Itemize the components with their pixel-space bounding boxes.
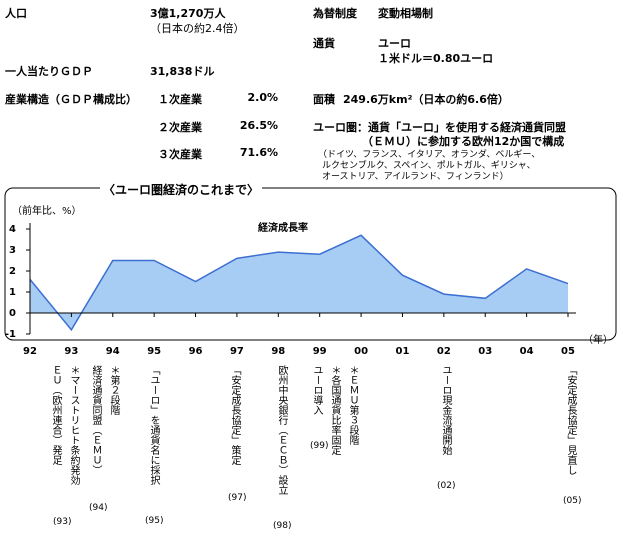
x-tick-label: 98 — [271, 346, 285, 357]
area — [30, 235, 568, 330]
line — [29, 234, 569, 332]
x-tick-label: 01 — [396, 346, 410, 357]
industry-name: ２次産業 — [158, 121, 202, 134]
x-tick-label: 94 — [106, 346, 120, 357]
y-tick-label: 1 — [9, 287, 16, 298]
annotation-text: 「ユーロ」を通貨名に採択 — [148, 365, 159, 485]
y-tick-label: 4 — [9, 224, 16, 235]
annotation-year: (05) — [563, 496, 582, 506]
x-tick-label: 93 — [64, 346, 78, 357]
members: ルクセンブルク、スペイン、ポルトガル、ギリシャ、 — [322, 161, 536, 171]
value: 変動相場制 — [378, 7, 433, 20]
annotation-year: (99) — [310, 441, 329, 451]
label: 為替制度 — [313, 7, 357, 20]
value: 31,838ドル — [150, 65, 215, 78]
text: ユーロ圏：通貨「ユーロ」を使用する経済通貨同盟 — [313, 121, 566, 134]
annotation-text: 経済通貨同盟（ＥＭＵ） — [90, 365, 101, 475]
x-tick-label: 02 — [437, 346, 451, 357]
annotation-year: (94) — [89, 503, 108, 513]
section-title: 〈ユーロ圏経済のこれまで〉 — [100, 181, 263, 198]
x-tick-label: 97 — [230, 346, 244, 357]
annotation-year: (97) — [228, 493, 247, 503]
value: 3億1,270万人 — [150, 7, 226, 20]
annotation-text: ＊第２段階 — [108, 365, 119, 415]
annotation-text: 「安定成長協定」策定 — [229, 365, 240, 465]
annotation-text: ユーロ導入 — [311, 365, 322, 415]
label: 人口 — [5, 7, 27, 20]
y-tick-label: -1 — [5, 329, 16, 340]
industry-name: ３次産業 — [158, 148, 202, 161]
members: オーストリア、アイルランド、フィンランド） — [322, 172, 509, 182]
value: 249.6万km²（日本の約6.6倍） — [343, 93, 509, 106]
industry-name: １次産業 — [158, 93, 202, 106]
label: 一人当たりＧＤＰ — [5, 65, 93, 78]
annotation-year: (95) — [145, 516, 164, 526]
value: ユーロ — [378, 37, 411, 50]
chart-title: 経済成長率 — [258, 221, 308, 234]
x-tick-label: 00 — [354, 346, 368, 357]
annotation-text: ＊各国通貨比率固定 — [329, 365, 340, 455]
industry-share: 2.0% — [247, 91, 278, 104]
x-axis-label: （年） — [583, 333, 613, 346]
annotation-text: ＊マーストリヒト条約発効 — [68, 365, 79, 485]
annotation-year: (93) — [53, 517, 72, 527]
y-tick-label: 3 — [9, 245, 16, 256]
note: （日本の約2.4倍） — [150, 22, 245, 35]
x-tick-label: 05 — [561, 346, 575, 357]
members: （ドイツ、フランス、イタリア、オランダ、ベルギー、 — [318, 150, 541, 160]
note: １米ドル＝0.80ユーロ — [378, 52, 494, 65]
y-axis-label: （前年比、%） — [12, 204, 82, 217]
chart-frame — [4, 187, 617, 341]
label: 通貨 — [313, 37, 335, 50]
annotation-text: ユーロ現金流通開始 — [440, 365, 451, 455]
label: 産業構造（ＧＤＰ構成比） — [5, 93, 137, 106]
x-tick-label: 03 — [478, 346, 492, 357]
industry-share: 26.5% — [239, 119, 278, 132]
annotation-text: 欧州中央銀行（ＥＣＢ）設立 — [276, 365, 287, 495]
annotation-text: ＥＵ（欧州連合）発足 — [50, 365, 61, 465]
annotation-year: (02) — [437, 481, 456, 491]
label: 面積 — [313, 93, 335, 106]
annotation-text: ＊ＥＭＵ第３段階 — [347, 365, 358, 445]
y-tick-label: 2 — [9, 266, 16, 277]
annotation-year: (98) — [273, 521, 292, 531]
industry-share: 71.6% — [239, 146, 278, 159]
x-tick-label: 95 — [147, 346, 161, 357]
annotation-text: 「安定成長協定」見直し — [565, 365, 576, 475]
x-tick-label: 92 — [23, 346, 37, 357]
text: （ＥＭＵ）に参加する欧州12か国で構成 — [362, 135, 565, 148]
x-tick-label: 99 — [313, 346, 327, 357]
x-tick-label: 04 — [520, 346, 534, 357]
x-tick-label: 96 — [189, 346, 203, 357]
y-tick-label: 0 — [9, 308, 16, 319]
